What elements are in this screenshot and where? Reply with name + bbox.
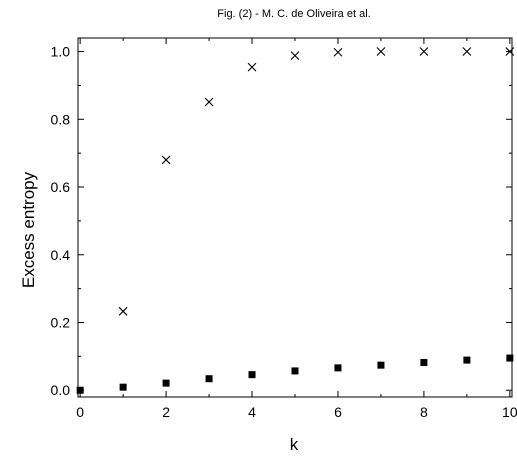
square-point [119, 383, 127, 391]
x-axis-label: k [290, 435, 299, 454]
x-tick-label: 8 [420, 404, 428, 420]
square-point [205, 375, 213, 383]
square-point [291, 367, 299, 375]
x-tick-labels: 0 2 4 6 8 10 [76, 404, 517, 420]
cross-point [204, 97, 214, 107]
x-tick-label: 0 [76, 404, 84, 420]
axis-ticks [78, 38, 512, 397]
y-tick-label: 0.8 [51, 111, 71, 127]
square-point [506, 354, 514, 362]
cross-point [247, 62, 257, 72]
x-tick-label: 6 [334, 404, 342, 420]
square-point [334, 364, 342, 372]
cross-point [462, 47, 472, 56]
y-tick-label: 0.4 [51, 247, 71, 263]
y-tick-label: 1.0 [51, 44, 71, 60]
chart-title: Fig. (2) - M. C. de Oliveira et al. [217, 8, 370, 20]
cross-point [333, 47, 343, 57]
square-point [377, 361, 385, 369]
x-tick-label: 2 [162, 404, 170, 420]
data-points [76, 47, 515, 394]
square-point [420, 358, 428, 366]
cross-point [505, 47, 515, 56]
x-tick-label: 4 [248, 404, 256, 420]
cross-point [419, 47, 429, 56]
square-point [248, 371, 256, 379]
y-tick-label: 0.0 [51, 382, 71, 398]
y-axis-label: Excess entropy [19, 171, 38, 288]
cross-point [161, 155, 171, 165]
plot-frame [77, 37, 513, 398]
square-point [463, 356, 471, 364]
square-point [76, 386, 84, 394]
y-tick-label: 0.6 [51, 179, 71, 195]
x-tick-label: 10 [502, 404, 517, 420]
y-tick-label: 0.2 [51, 314, 71, 330]
y-tick-labels: 0.0 0.2 0.4 0.6 0.8 1.0 [51, 44, 71, 399]
cross-point [290, 51, 300, 61]
square-point [162, 379, 170, 387]
cross-point [376, 47, 386, 56]
cross-point [118, 306, 128, 316]
